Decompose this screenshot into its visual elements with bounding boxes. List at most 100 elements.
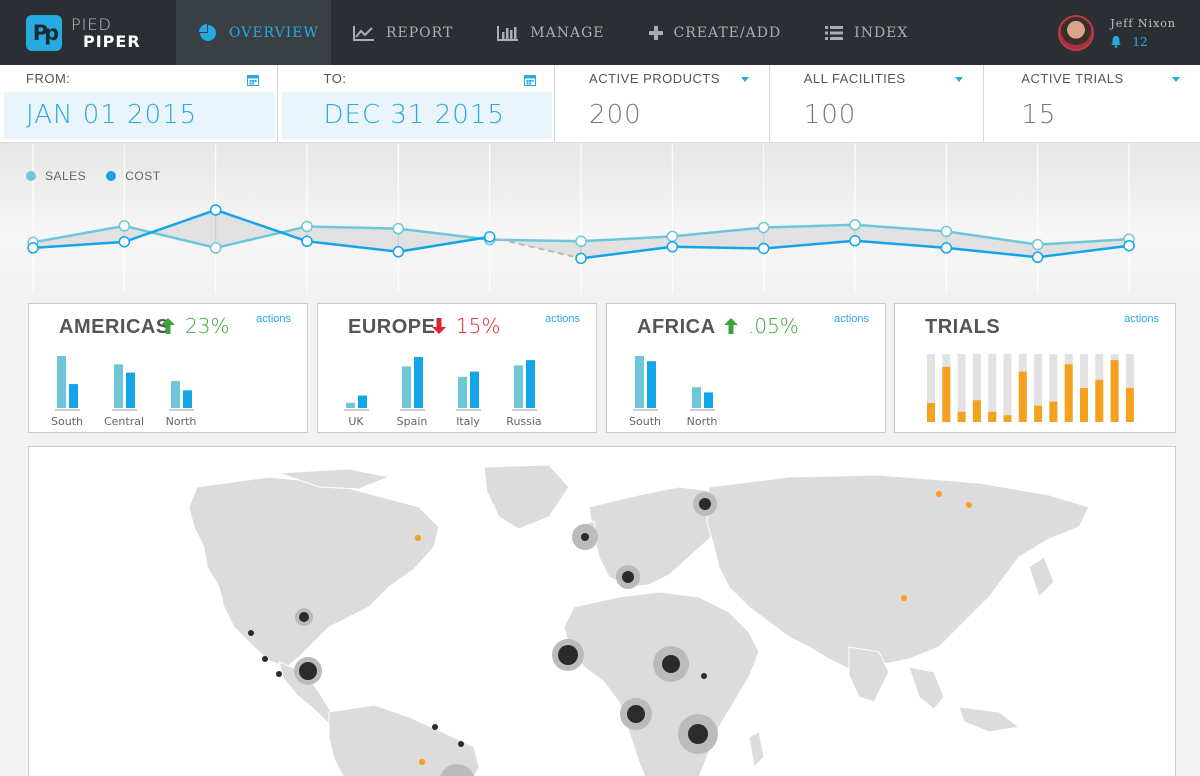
bar-label-central: Central xyxy=(103,415,145,428)
user-menu[interactable]: Jeff Nixon 12 xyxy=(1058,0,1200,65)
trial-bar-1 xyxy=(927,402,935,422)
bar-baseline xyxy=(456,409,481,411)
card-delta-value: 23% xyxy=(185,314,230,338)
cost-legend-dot xyxy=(106,171,117,181)
bar-russia xyxy=(526,360,535,408)
bar-north xyxy=(704,392,713,408)
bar-italy xyxy=(470,371,479,408)
brand-name: PIED PIPER xyxy=(71,16,141,50)
line-segment-cost xyxy=(398,235,490,253)
africa-bar-chart xyxy=(633,356,715,411)
point-cost xyxy=(666,241,679,253)
bar-baseline xyxy=(690,409,715,411)
bar-baseline xyxy=(633,409,658,411)
bar-south xyxy=(635,356,644,408)
nav-item-overview[interactable]: OVERVIEW xyxy=(176,0,331,65)
chevron-down-icon[interactable] xyxy=(1172,77,1180,82)
facilities-filter[interactable]: ALL FACILITIES 100 xyxy=(770,65,985,142)
nav-item-index[interactable]: INDEX xyxy=(803,0,930,65)
card-actions-link[interactable]: actions xyxy=(834,313,869,325)
card-title: AMERICAS xyxy=(59,316,170,338)
line-segment-cost xyxy=(672,245,764,250)
line-segment-sales xyxy=(398,227,490,241)
card-actions-link[interactable]: actions xyxy=(256,313,291,325)
trial-bar-6 xyxy=(1003,415,1012,422)
nav-item-manage[interactable]: MANAGE xyxy=(475,0,626,65)
bar-north xyxy=(692,387,701,408)
trial-track xyxy=(972,354,981,422)
trial-bar-5 xyxy=(988,411,997,422)
active-products-label: ACTIVE PRODUCTS xyxy=(589,71,721,86)
active-trials-filter[interactable]: ACTIVE TRIALS 15 xyxy=(984,65,1200,142)
point-cost xyxy=(940,242,953,254)
region-card-africa: AFRICA .05% actions South North xyxy=(606,303,886,433)
nav-item-create-add[interactable]: CREATE/ADD xyxy=(627,0,804,65)
calendar-icon[interactable] xyxy=(246,73,259,91)
from-date-filter[interactable]: FROM: JAN 01 2015 xyxy=(0,65,278,142)
point-cost xyxy=(27,242,39,254)
bar-south xyxy=(647,361,656,408)
active-trials-value: 15 xyxy=(1021,100,1057,130)
point-cost xyxy=(1031,251,1044,263)
brand-logo[interactable]: Pp PIED PIPER xyxy=(0,0,176,65)
nav-item-report[interactable]: REPORT xyxy=(331,0,475,65)
avatar[interactable] xyxy=(1058,14,1095,51)
to-date-filter[interactable]: TO: DEC 31 2015 xyxy=(277,65,556,142)
user-info: Jeff Nixon 12 xyxy=(1110,17,1176,49)
line-segment-sales xyxy=(580,235,673,243)
line-segment-cost xyxy=(215,208,308,243)
point-cost xyxy=(849,235,861,247)
filter-bar: FROM: JAN 01 2015 TO: DEC 31 2015 ACTIVE… xyxy=(0,65,1200,143)
world-map[interactable] xyxy=(28,446,1176,776)
point-cost xyxy=(757,242,770,255)
trials-bar-chart xyxy=(927,354,1134,422)
bar-label-uk: UK xyxy=(348,415,364,428)
date-value-background xyxy=(281,92,553,139)
americas-bar-chart xyxy=(55,356,194,411)
nav-label: INDEX xyxy=(854,24,909,41)
bar-south xyxy=(69,384,78,408)
trial-bar-4 xyxy=(972,400,981,422)
bar-baseline xyxy=(512,409,537,411)
arrow-up-icon xyxy=(161,318,175,334)
sales-cost-chart: SALES COST xyxy=(0,143,1200,293)
card-delta: 15% xyxy=(432,314,500,338)
trial-bar-14 xyxy=(1125,388,1134,422)
line-segment-sales xyxy=(32,224,125,244)
bar-label-italy: Italy xyxy=(456,415,480,428)
to-label: TO: xyxy=(323,71,347,86)
point-sales xyxy=(575,235,587,248)
bar-central xyxy=(114,364,123,408)
notifications[interactable]: 12 xyxy=(1110,35,1176,49)
bar-label-spain: Spain xyxy=(396,415,428,428)
nav-label: MANAGE xyxy=(530,24,605,41)
top-navigation: Pp PIED PIPER OVERVIEW REPORT MANAGE CRE… xyxy=(0,0,1200,65)
point-sales xyxy=(849,219,861,231)
line-segment-cost xyxy=(946,246,1038,259)
bar-baseline xyxy=(55,409,80,411)
legend-item-cost[interactable]: COST xyxy=(106,169,160,183)
trial-track xyxy=(1003,354,1012,422)
point-sales xyxy=(940,225,953,238)
legend-item-sales[interactable]: SALES xyxy=(26,169,86,183)
trial-track xyxy=(988,354,997,422)
chevron-down-icon[interactable] xyxy=(740,77,749,82)
trials-card: TRIALS actions xyxy=(894,303,1176,433)
calendar-icon[interactable] xyxy=(524,73,537,91)
chevron-down-icon[interactable] xyxy=(955,77,964,82)
line-segment-sales xyxy=(763,223,856,229)
active-products-filter[interactable]: ACTIVE PRODUCTS 200 xyxy=(555,65,770,142)
plus-icon xyxy=(648,25,663,40)
point-sales xyxy=(209,242,222,254)
line-segment-cost xyxy=(489,235,582,260)
map-markers xyxy=(248,491,972,776)
facilities-value: 100 xyxy=(803,100,857,130)
card-title: TRIALS xyxy=(925,316,1001,338)
line-chart-svg xyxy=(27,143,1135,293)
bar-label-russia: Russia xyxy=(506,415,542,428)
card-actions-link[interactable]: actions xyxy=(545,313,580,325)
point-sales xyxy=(118,220,131,232)
card-actions-link[interactable]: actions xyxy=(1124,313,1159,325)
trial-track xyxy=(927,354,935,422)
region-card-europe: EUROPE 15% actions UK Spain Italy Russia xyxy=(317,303,597,433)
